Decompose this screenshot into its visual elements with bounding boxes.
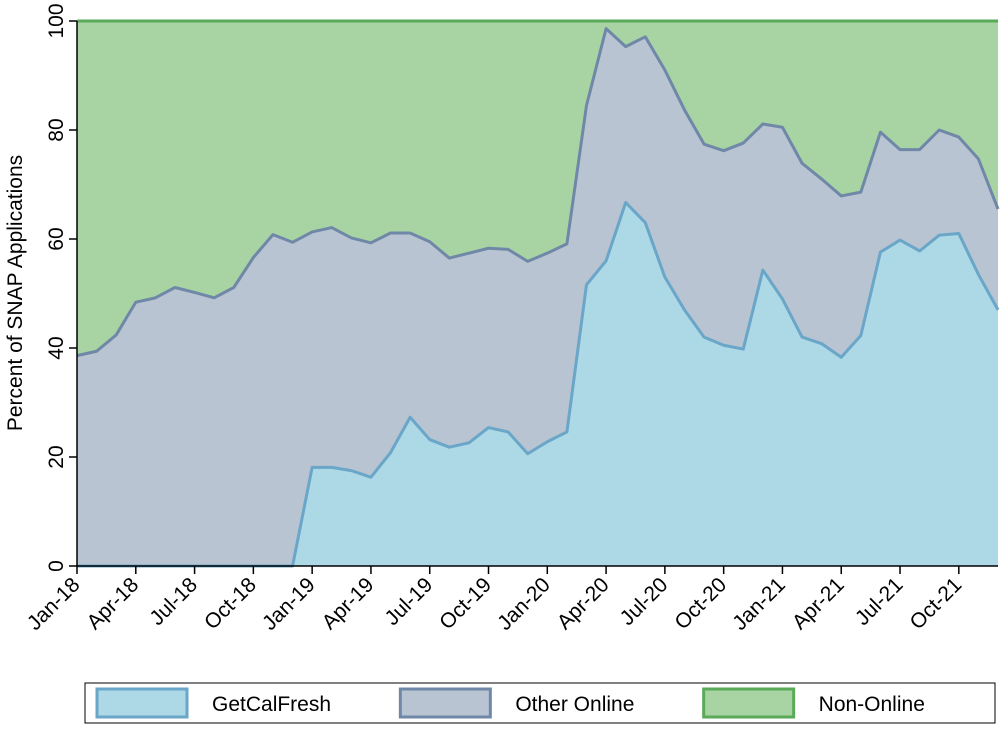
legend-label: Non-Online xyxy=(819,693,925,716)
x-tick-label: Jan-20 xyxy=(493,573,555,635)
area-line xyxy=(76,27,1000,358)
y-tick-label: 20 xyxy=(45,445,68,468)
x-tick-label: Jan-21 xyxy=(728,573,790,635)
x-tick-label: Apr-20 xyxy=(553,573,614,634)
x-tick-label: Jul-21 xyxy=(851,573,908,630)
x-tick-label: Oct-21 xyxy=(906,573,967,634)
x-tick-label: Apr-21 xyxy=(788,573,849,634)
y-tick-label: 0 xyxy=(45,560,68,572)
legend-swatch xyxy=(95,687,189,719)
y-tick-label: 60 xyxy=(45,227,68,250)
x-tick-label: Jan-18 xyxy=(23,573,85,635)
legend-swatch xyxy=(398,687,492,719)
x-tick-label: Oct-18 xyxy=(200,573,261,634)
legend-label: Other Online xyxy=(515,693,634,716)
y-tick-label: 80 xyxy=(45,118,68,141)
legend-box xyxy=(84,682,996,724)
y-axis-label: Percent of SNAP Applications xyxy=(4,155,27,431)
x-tick-label: Jul-20 xyxy=(616,573,673,630)
x-tick-label: Apr-18 xyxy=(82,573,143,634)
area xyxy=(77,28,998,566)
legend-swatch xyxy=(702,687,796,719)
x-tick-label: Jul-19 xyxy=(381,573,438,630)
y-tick-label: 100 xyxy=(45,3,68,38)
x-tick-label: Apr-19 xyxy=(318,573,379,634)
x-tick-label: Oct-19 xyxy=(435,573,496,634)
x-tick-label: Jan-19 xyxy=(258,573,320,635)
area xyxy=(77,21,998,356)
x-tick-label: Jul-18 xyxy=(145,573,202,630)
x-tick-label: Oct-20 xyxy=(670,573,731,634)
y-tick-label: 40 xyxy=(45,336,68,359)
legend-label: GetCalFresh xyxy=(212,693,331,716)
area xyxy=(77,202,998,567)
